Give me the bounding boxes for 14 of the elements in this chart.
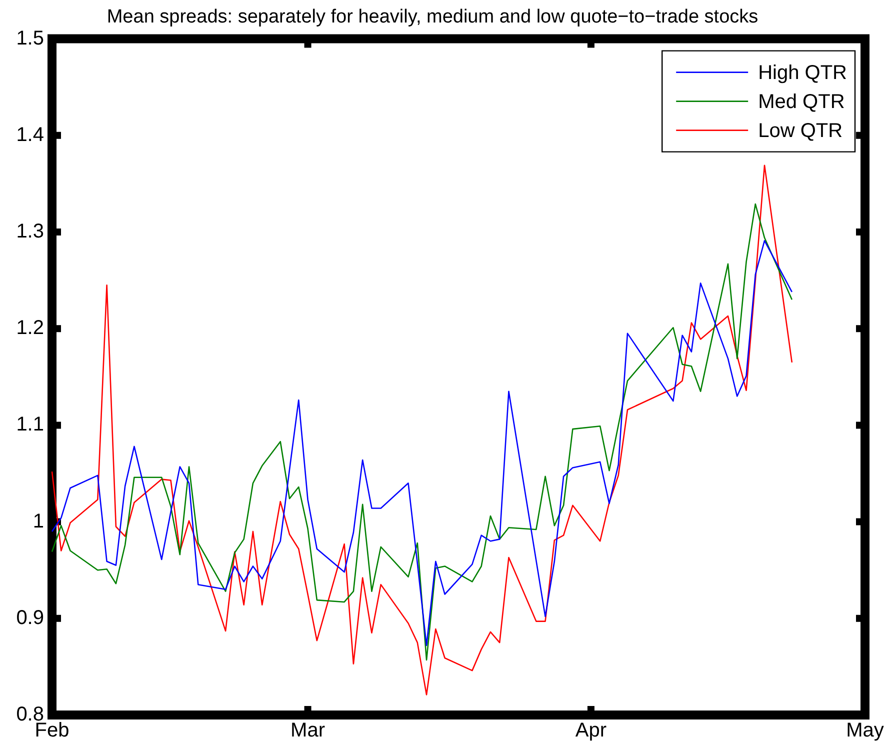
x-tick-label: May — [846, 720, 884, 742]
y-tick-label: 1 — [32, 510, 44, 532]
y-tick-label: 1.2 — [16, 317, 44, 340]
y-tick-label: 1.4 — [16, 124, 44, 146]
chart-title: Mean spreads: separately for heavily, medium and low quote−to−trade stocks — [106, 6, 758, 28]
legend-label: Low QTR — [758, 120, 843, 142]
x-tick-label: Apr — [575, 720, 607, 742]
y-tick-label: 1.1 — [16, 414, 44, 436]
legend-label: Med QTR — [758, 90, 845, 113]
y-tick-label: 1.5 — [16, 27, 44, 50]
legend-label: High QTR — [758, 62, 847, 84]
y-tick-label: 0.9 — [16, 606, 44, 629]
y-tick-label: 1.3 — [16, 220, 44, 243]
x-tick-label: Mar — [290, 720, 326, 742]
